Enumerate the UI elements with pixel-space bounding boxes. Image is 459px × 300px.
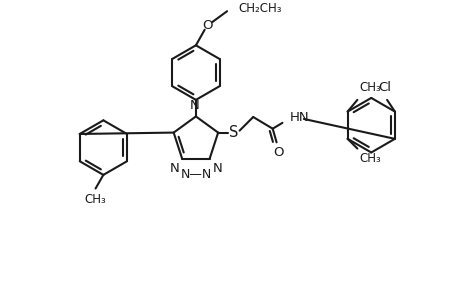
Text: Cl: Cl [378, 81, 391, 94]
Text: CH₃: CH₃ [358, 81, 380, 94]
Text: N: N [212, 162, 222, 175]
Text: N: N [169, 162, 179, 175]
Text: CH₃: CH₃ [84, 194, 106, 206]
Text: O: O [273, 146, 283, 159]
Text: N—N: N—N [180, 169, 211, 182]
Text: O: O [202, 19, 213, 32]
Text: CH₃: CH₃ [358, 152, 380, 166]
Text: CH₂CH₃: CH₂CH₃ [238, 2, 282, 15]
Text: S: S [229, 125, 238, 140]
Text: HN: HN [290, 110, 309, 124]
Text: N: N [190, 99, 199, 112]
